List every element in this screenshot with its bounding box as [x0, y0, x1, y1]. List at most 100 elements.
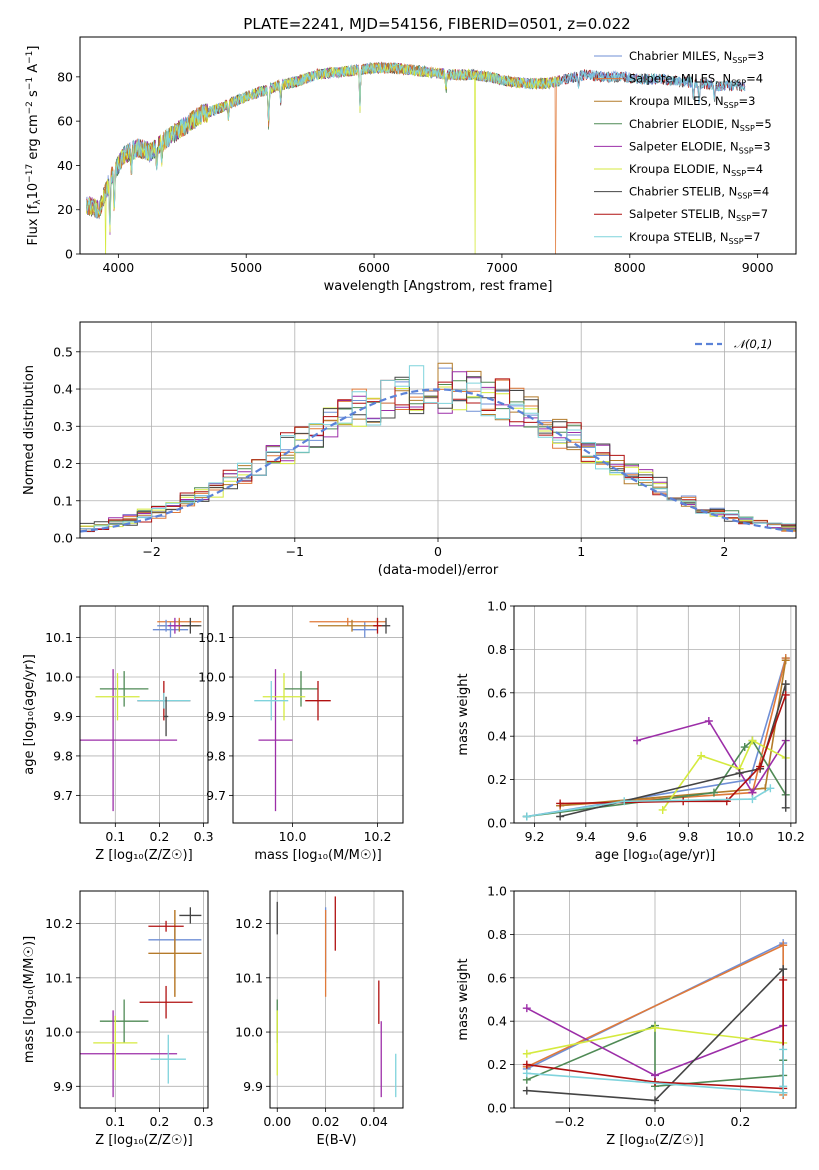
spectrum-line-kroupa-miles	[86, 61, 560, 221]
y-tick-label: 9.9	[53, 1079, 73, 1094]
plus-marker	[779, 941, 788, 950]
plus-marker	[779, 965, 788, 974]
y-tick-label: 1.0	[487, 599, 507, 614]
x-tick-label: 10.2	[364, 829, 392, 844]
errorbar-point	[152, 621, 189, 638]
errorbar-point	[284, 671, 318, 707]
y-tick-label: 0.0	[487, 816, 507, 831]
legend-entry: Chabrier STELIB, NSSP=4	[629, 185, 769, 201]
x-axis-label: E(B-V)	[316, 1133, 356, 1148]
y-axis-label: mass [log₁₀(M/M☉)]	[22, 936, 37, 1063]
plot-area	[86, 61, 746, 254]
x-tick-label: −2	[142, 544, 160, 559]
legend-entry: Kroupa MILES, NSSP=3	[629, 94, 755, 110]
errorbar-point	[99, 999, 149, 1043]
y-tick-label: 9.8	[206, 748, 226, 763]
weight-line-salpeter-miles	[560, 657, 787, 807]
plot-area	[80, 617, 202, 812]
plot-area	[254, 617, 391, 812]
errorbar-point	[80, 669, 178, 812]
plus-marker	[522, 1049, 531, 1058]
plot-area	[80, 362, 796, 533]
panel-mass_vs_ebv: 0.00 0.02 0.04 9.9 10.0 10.1 10.2 E(B-V)	[235, 890, 404, 1148]
plus-marker	[651, 1096, 659, 1105]
y-tick-label: 9.8	[53, 748, 73, 763]
plus-marker	[779, 1082, 788, 1091]
x-axis-label: Z [log₁₀(Z/Z☉)]	[95, 848, 192, 863]
y-tick-label: 10.0	[45, 670, 73, 685]
x-tick-label: 0.02	[312, 1114, 340, 1129]
x-tick-label: 4000	[102, 260, 134, 275]
plus-marker	[748, 736, 757, 745]
x-axis-label: Z [log₁₀(Z/Z☉)]	[95, 1133, 192, 1148]
y-tick-label: 0.4	[487, 729, 507, 744]
x-tick-label: 7000	[486, 260, 518, 275]
plus-marker	[651, 1077, 659, 1086]
y-tick-label: 10.1	[45, 630, 73, 645]
panel-residuals: −2 −1 0 1 2 0.0 0.1 0.2 0.3 0.4 0.5 (data-model)/er…	[22, 321, 797, 578]
x-axis-label: mass [log₁₀(M/M☉)]	[254, 848, 381, 863]
y-tick-label: 0.6	[487, 970, 507, 985]
plus-marker	[740, 743, 749, 752]
x-axis-label: Z [log₁₀(Z/Z☉)]	[606, 1133, 703, 1148]
y-tick-label: 9.9	[206, 709, 226, 724]
weight-line-kroupa-miles	[560, 660, 787, 807]
plot-area	[522, 654, 790, 821]
spectrum-line-chabrier-elodie	[86, 62, 560, 219]
errorbar-point	[262, 673, 306, 721]
x-tick-label: −0.2	[554, 1114, 584, 1129]
x-tick-label: 0.04	[360, 1114, 388, 1129]
errorbar-point	[137, 692, 191, 709]
plus-marker	[766, 784, 775, 793]
y-tick-label: 60	[57, 114, 73, 129]
errorbar-point	[352, 621, 378, 638]
errorbar-point	[148, 909, 202, 997]
panel-mass_vs_z: 0.1 0.2 0.3 9.9 10.0 10.1 10.2 Z [log₁₀(Z/Z☉)] m…	[22, 890, 214, 1148]
plus-marker	[781, 680, 790, 689]
plus-marker	[556, 812, 565, 821]
plus-marker	[781, 803, 790, 812]
plus-marker	[779, 975, 788, 984]
normal-reference-curve	[80, 388, 794, 533]
errorbar-point	[373, 617, 382, 634]
panel-mass_weight_vs_z: −0.2 0.0 0.2 0.0 0.2 0.4 0.6 0.8 1.0 Z [log₁₀(Z/Z…	[456, 884, 797, 1148]
y-tick-label: 0.4	[487, 1014, 507, 1029]
x-tick-label: 10.0	[279, 829, 307, 844]
weight-line-kroupa-stelib	[526, 1049, 784, 1094]
y-tick-label: 0.6	[487, 685, 507, 700]
plot-area	[522, 939, 788, 1105]
errorbar-point	[179, 617, 202, 634]
y-tick-label: 0.1	[53, 493, 73, 508]
y-axis-label: mass weight	[456, 673, 471, 755]
plus-marker	[633, 736, 642, 745]
weight-line-salpeter-stelib	[560, 694, 787, 805]
figure-title: PLATE=2241, MJD=54156, FIBERID=0501, z=0…	[243, 15, 630, 33]
plus-marker	[679, 797, 688, 806]
x-tick-label: 0.00	[263, 1114, 291, 1129]
errorbar-point	[139, 985, 193, 1019]
y-tick-label: 0.0	[487, 1101, 507, 1116]
y-axis-label: mass weight	[456, 958, 471, 1040]
y-tick-label: 10.2	[235, 916, 263, 931]
x-tick-label: 8000	[614, 260, 646, 275]
legend-entry: Salpeter MILES, NSSP=4	[629, 72, 763, 88]
errorbar-point	[381, 617, 391, 634]
errorbar-point	[80, 1010, 178, 1098]
y-tick-label: 10.1	[235, 970, 263, 985]
plus-marker	[620, 797, 629, 806]
plus-marker	[709, 788, 718, 797]
y-tick-label: 9.9	[243, 1079, 263, 1094]
plus-marker	[756, 762, 765, 771]
x-tick-label: 9.8	[678, 829, 698, 844]
axes-frame	[79, 36, 797, 255]
plus-marker	[704, 717, 713, 726]
y-tick-label: 0.8	[487, 927, 507, 942]
plus-marker	[556, 799, 565, 808]
x-tick-label: 0.2	[731, 1114, 751, 1129]
axes-frame	[79, 321, 797, 539]
y-tick-label: 10.0	[45, 1025, 73, 1040]
x-tick-label: 10.2	[777, 829, 805, 844]
y-tick-label: 9.7	[206, 788, 226, 803]
x-tick-label: 9.6	[627, 829, 647, 844]
y-tick-label: 0.2	[487, 772, 507, 787]
